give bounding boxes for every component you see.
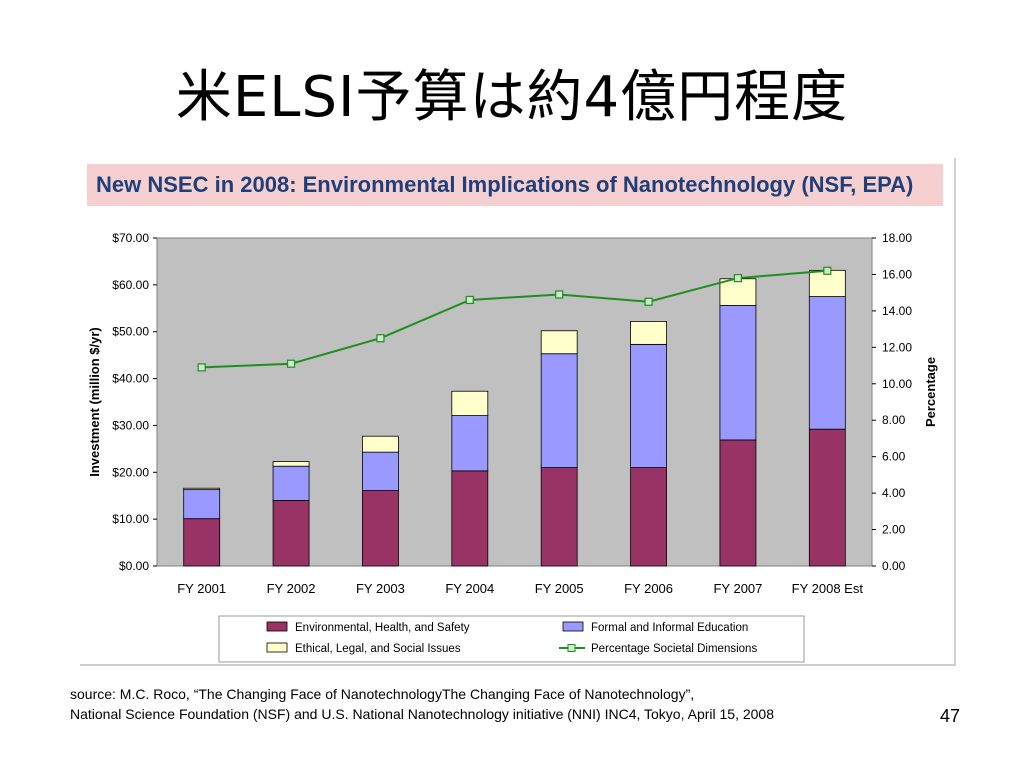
chart-title-banner bbox=[87, 164, 943, 206]
legend-swatch-marker bbox=[567, 644, 576, 652]
bar-segment bbox=[808, 428, 846, 567]
chart-title: New NSEC in 2008: Environmental Implicat… bbox=[96, 172, 914, 197]
y2-tick-label: 6.00 bbox=[882, 450, 906, 464]
x-tick-label: FY 2002 bbox=[267, 581, 316, 596]
bar-segment bbox=[719, 305, 757, 441]
y2-tick-label: 12.00 bbox=[882, 340, 912, 354]
legend-box bbox=[218, 615, 805, 663]
y2-tick-label: 4.00 bbox=[882, 486, 906, 500]
y-tick-label: $50.00 bbox=[112, 325, 149, 339]
bar-segment bbox=[362, 435, 399, 453]
source-citation: source: M.C. Roco, “The Changing Face of… bbox=[70, 684, 774, 724]
source-line-2: National Science Foundation (NSF) and U.… bbox=[70, 706, 774, 722]
x-tick-label: FY 2007 bbox=[713, 581, 762, 596]
y-tick-label: $20.00 bbox=[112, 465, 149, 479]
y2-tick-label: 10.00 bbox=[882, 377, 912, 391]
y-tick-label: $60.00 bbox=[112, 278, 149, 292]
line-point bbox=[197, 363, 206, 372]
legend-swatch bbox=[562, 621, 584, 632]
y2-tick-label: 14.00 bbox=[882, 304, 912, 318]
bar-segment bbox=[540, 467, 578, 567]
line-point bbox=[465, 295, 474, 305]
y-axis-label: Investment (million $/yr) bbox=[87, 327, 102, 477]
legend-label: Ethical, Legal, and Social Issues bbox=[295, 643, 461, 655]
x-tick-label: FY 2008 Est bbox=[792, 581, 864, 596]
bar-segment bbox=[808, 269, 846, 297]
line-point bbox=[733, 273, 743, 283]
bar-segment bbox=[362, 451, 399, 491]
source-line-1: source: M.C. Roco, “The Changing Face of… bbox=[70, 686, 695, 702]
line-point bbox=[823, 266, 832, 275]
bar-segment bbox=[451, 470, 489, 567]
line-point bbox=[644, 297, 653, 306]
legend-label: Formal and Informal Education bbox=[591, 622, 748, 634]
legend-swatch bbox=[266, 621, 288, 632]
y2-tick-label: 2.00 bbox=[882, 523, 906, 537]
y2-tick-label: 0.00 bbox=[882, 559, 906, 573]
line-point bbox=[555, 290, 564, 299]
y-tick-label: $10.00 bbox=[112, 512, 149, 526]
bar-segment bbox=[183, 487, 221, 491]
bar-segment bbox=[451, 415, 489, 472]
line-point bbox=[376, 334, 385, 343]
bar-segment bbox=[808, 296, 846, 430]
x-tick-label: FY 2005 bbox=[535, 581, 584, 596]
x-tick-label: FY 2006 bbox=[624, 581, 673, 596]
bar-segment bbox=[272, 499, 310, 567]
y-tick-label: $70.00 bbox=[112, 231, 149, 245]
bar-segment bbox=[272, 465, 310, 501]
bar-segment bbox=[630, 321, 667, 345]
y2-tick-label: 8.00 bbox=[882, 413, 906, 427]
x-tick-label: FY 2003 bbox=[356, 581, 405, 596]
bar-segment bbox=[719, 439, 757, 567]
page-number: 47 bbox=[940, 706, 961, 726]
line-point bbox=[286, 359, 296, 368]
bar-segment bbox=[451, 390, 489, 416]
y2-tick-label: 18.00 bbox=[882, 231, 912, 245]
bar-segment bbox=[272, 461, 310, 467]
bar-segment bbox=[719, 278, 757, 306]
y-tick-label: $0.00 bbox=[119, 559, 149, 573]
x-tick-label: FY 2001 bbox=[177, 581, 226, 596]
bar-segment bbox=[183, 518, 221, 567]
y2-axis-label: Percentage bbox=[923, 357, 938, 427]
series-line bbox=[201, 269, 828, 369]
bar-segment bbox=[362, 490, 399, 567]
bar-segment bbox=[630, 343, 667, 469]
bar-segment bbox=[540, 330, 578, 355]
plot-area bbox=[156, 237, 873, 567]
y2-tick-label: 16.00 bbox=[882, 267, 912, 281]
legend-swatch bbox=[266, 642, 288, 653]
slide-title: 米ELSI予算は約4億円程度 bbox=[175, 65, 849, 130]
y-tick-label: $30.00 bbox=[112, 418, 149, 432]
bar-segment bbox=[183, 489, 221, 520]
bar-segment bbox=[540, 353, 578, 469]
bar-segment bbox=[630, 467, 667, 567]
y-tick-label: $40.00 bbox=[112, 372, 149, 386]
x-tick-label: FY 2004 bbox=[445, 581, 494, 596]
legend-label: Environmental, Health, and Safety bbox=[295, 622, 470, 634]
legend-label: Percentage Societal Dimensions bbox=[591, 643, 757, 655]
